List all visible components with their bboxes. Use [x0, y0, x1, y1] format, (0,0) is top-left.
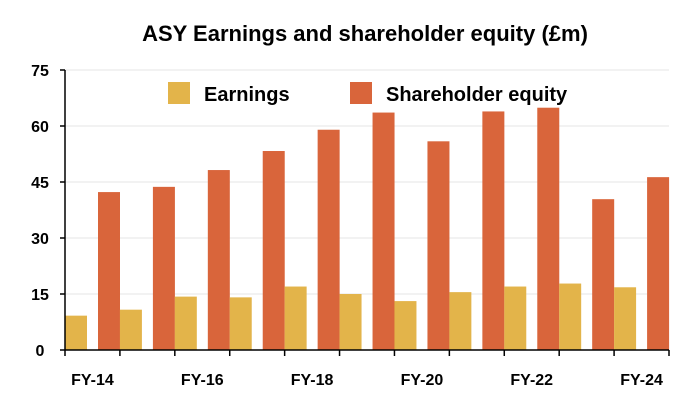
x-tick-label: FY-16	[181, 372, 224, 389]
axes	[64, 70, 669, 351]
y-tick-label: 30	[31, 231, 49, 248]
x-tick-label: FY-18	[291, 372, 334, 389]
x-tick-label: FY-22	[510, 372, 553, 389]
bar-earnings-fy-20	[394, 301, 417, 350]
bar-earnings-fy-18	[284, 286, 307, 350]
bar-earnings-fy-24	[614, 287, 637, 350]
bar-shareholder-equity-fy-21	[482, 111, 505, 350]
bar-shareholder-equity-fy-23	[592, 199, 615, 350]
bar-shareholder-equity-fy-19	[372, 112, 395, 350]
bar-shareholder-equity-fy-14	[98, 192, 120, 350]
bar-earnings-fy-23	[559, 283, 582, 350]
x-axis-ticks: FY-14 FY-16 FY-18 FY-20 FY-22 FY-24	[64, 350, 670, 389]
bar-earnings-fy-15	[119, 309, 142, 350]
x-tick-label: FY-14	[71, 372, 114, 389]
bar-shareholder-equity-fy-20	[427, 141, 450, 350]
bar-shareholder-equity-fy-22	[537, 107, 560, 350]
bar-earnings-fy-21	[449, 292, 472, 350]
bar-shareholder-equity-fy-18	[317, 129, 340, 350]
legend-swatch-earnings	[168, 82, 190, 104]
bar-shareholder-equity-fy-16	[207, 170, 230, 350]
bar-earnings-fy-14	[65, 315, 87, 350]
x-tick-label: FY-24	[620, 372, 663, 389]
y-tick-label: 0	[36, 343, 45, 360]
legend-label-shareholder-equity: Shareholder equity	[386, 84, 568, 106]
bar-earnings-fy-19	[339, 294, 362, 350]
y-tick-label: 45	[31, 175, 49, 192]
legend-swatch-shareholder-equity	[350, 82, 372, 104]
bar-shareholder-equity-fy-24	[647, 177, 670, 350]
bar-earnings-fy-22	[504, 286, 527, 350]
y-axis-ticks: 0 15 30 45 60 75	[31, 63, 65, 360]
y-tick-label: 75	[31, 63, 49, 80]
chart-title: ASY Earnings and shareholder equity (£m)	[142, 21, 588, 46]
bar-earnings-fy-17	[229, 297, 252, 350]
bar-shareholder-equity-fy-17	[262, 151, 285, 350]
y-tick-label: 60	[31, 119, 49, 136]
bars	[65, 107, 670, 350]
x-tick-label: FY-20	[401, 372, 444, 389]
bar-shareholder-equity-fy-15	[152, 186, 175, 350]
legend: Earnings Shareholder equity	[168, 82, 568, 106]
y-tick-label: 15	[31, 287, 49, 304]
bar-earnings-fy-16	[174, 296, 197, 350]
legend-label-earnings: Earnings	[204, 84, 290, 106]
